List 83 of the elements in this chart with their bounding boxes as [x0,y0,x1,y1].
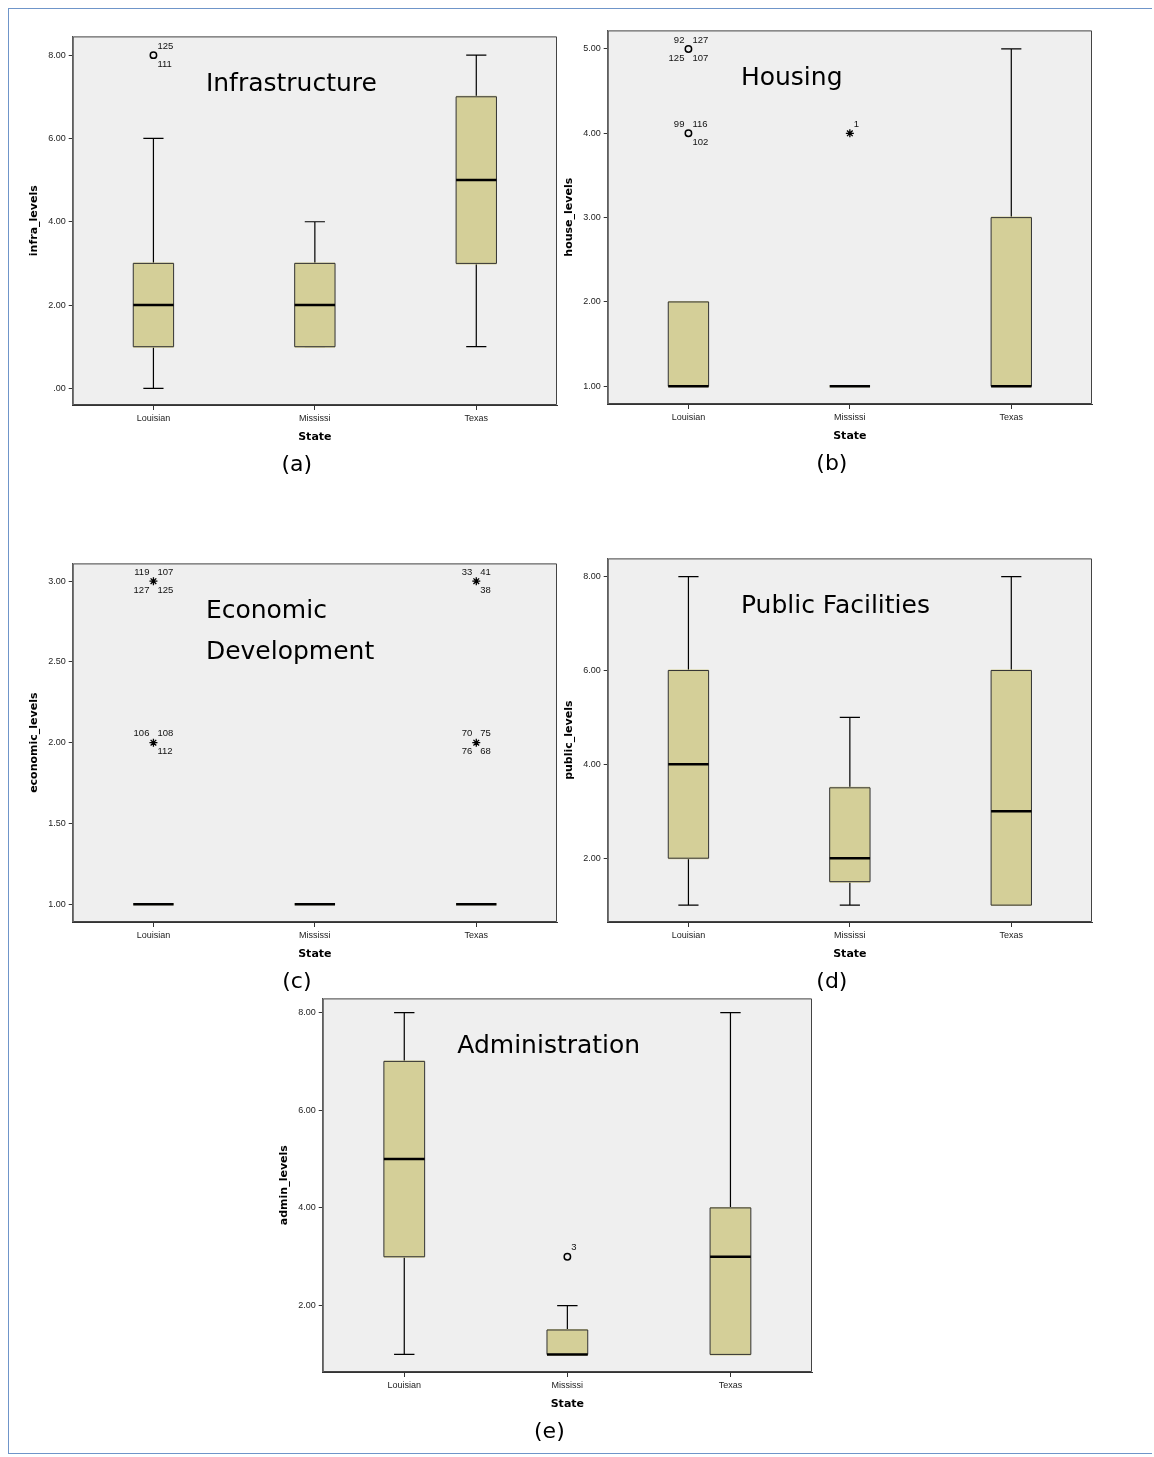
text: Infrastructure [205,68,377,98]
x-tick-label: Louisian [136,929,171,940]
annotation: 127 [692,33,709,45]
annotation: 111 [157,57,172,69]
x-axis-title: State [298,947,332,961]
y-tick-label: 2.00 [583,296,601,307]
y-tick-label: 6.00 [583,665,601,676]
y-tick-label: 2.00 [298,1300,316,1311]
x-tick-label: Texas [718,1379,743,1390]
annotation: 1 [853,117,860,129]
annotation: 38 [480,583,491,595]
y-tick-label: 8.00 [48,49,66,60]
text: (c) [282,967,312,993]
annotation: 112 [157,745,173,757]
text: Public Facilities [740,590,930,620]
annotation: 33 [461,565,473,577]
annotation: 125 [157,583,174,595]
y-tick-label: 4.00 [583,758,601,769]
text: (b) [816,449,848,475]
annotation: 125 [668,51,685,63]
y-tick-label: 3.00 [583,212,601,223]
annotation: 70 [461,727,473,739]
y-tick-label: 1.00 [583,380,601,391]
x-axis-title: State [833,947,867,961]
annotation: 3 [571,1241,577,1253]
x-tick-label: Mississi [551,1379,584,1390]
annotation: 41 [480,565,491,577]
annotation: 99 [673,117,685,129]
y-axis-title: public_levels [562,700,576,780]
text: Housing [740,62,843,92]
x-tick-label: Mississi [834,929,866,940]
y-tick-label: 6.00 [298,1104,316,1115]
annotation: 76 [461,745,473,757]
annotation: 102 [692,135,709,147]
y-tick-label: 2.50 [48,656,66,667]
x-tick-label: Texas [464,929,489,940]
x-tick-label: Louisian [671,929,706,940]
y-tick-label: 4.00 [48,216,66,227]
y-tick-label: 2.00 [48,737,66,748]
annotation: 108 [157,727,174,739]
text: Economic Development [205,595,375,666]
y-tick-label: 2.00 [583,852,601,863]
y-axis-title: admin_levels [277,1144,291,1226]
y-tick-label: 8.00 [583,571,601,582]
y-tick-label: .00 [53,382,66,393]
text: (d) [816,967,848,993]
y-axis-title: house_levels [562,177,576,257]
x-tick-label: Mississi [834,411,866,422]
annotation: 107 [692,51,709,63]
x-tick-label: Texas [464,412,489,423]
annotation: 127 [133,583,150,595]
y-tick-label: 1.00 [48,898,66,909]
annotation: 92 [673,33,685,45]
annotation: 125 [157,39,174,51]
y-tick-label: 8.00 [298,1007,316,1018]
y-tick-label: 4.00 [583,127,601,138]
annotation: 75 [480,727,491,739]
text: (e) [534,1417,565,1443]
x-tick-label: Mississi [299,929,331,940]
annotation: 116 [692,117,708,129]
text: (a) [281,450,313,476]
x-tick-label: Louisian [671,411,706,422]
annotation: 119 [134,565,150,577]
x-tick-label: Mississi [299,412,331,423]
x-tick-label: Louisian [136,412,171,423]
text: Administration [457,1030,641,1060]
x-tick-label: Texas [999,411,1024,422]
x-tick-label: Texas [999,929,1024,940]
y-tick-label: 4.00 [298,1202,316,1213]
annotation: 68 [480,745,491,757]
x-axis-title: State [298,430,332,444]
annotation: 106 [133,727,150,739]
y-tick-label: 3.00 [48,575,66,586]
x-axis-title: State [550,1397,585,1411]
y-tick-label: 6.00 [48,132,66,143]
y-tick-label: 2.00 [48,299,66,310]
x-axis-title: State [833,429,867,443]
annotation: 107 [157,565,174,577]
x-tick-label: Louisian [387,1379,422,1390]
y-axis-title: infra_levels [27,184,41,257]
y-axis-title: economic_levels [27,692,41,793]
y-tick-label: 1.50 [48,817,66,828]
y-tick-label: 5.00 [583,43,601,54]
